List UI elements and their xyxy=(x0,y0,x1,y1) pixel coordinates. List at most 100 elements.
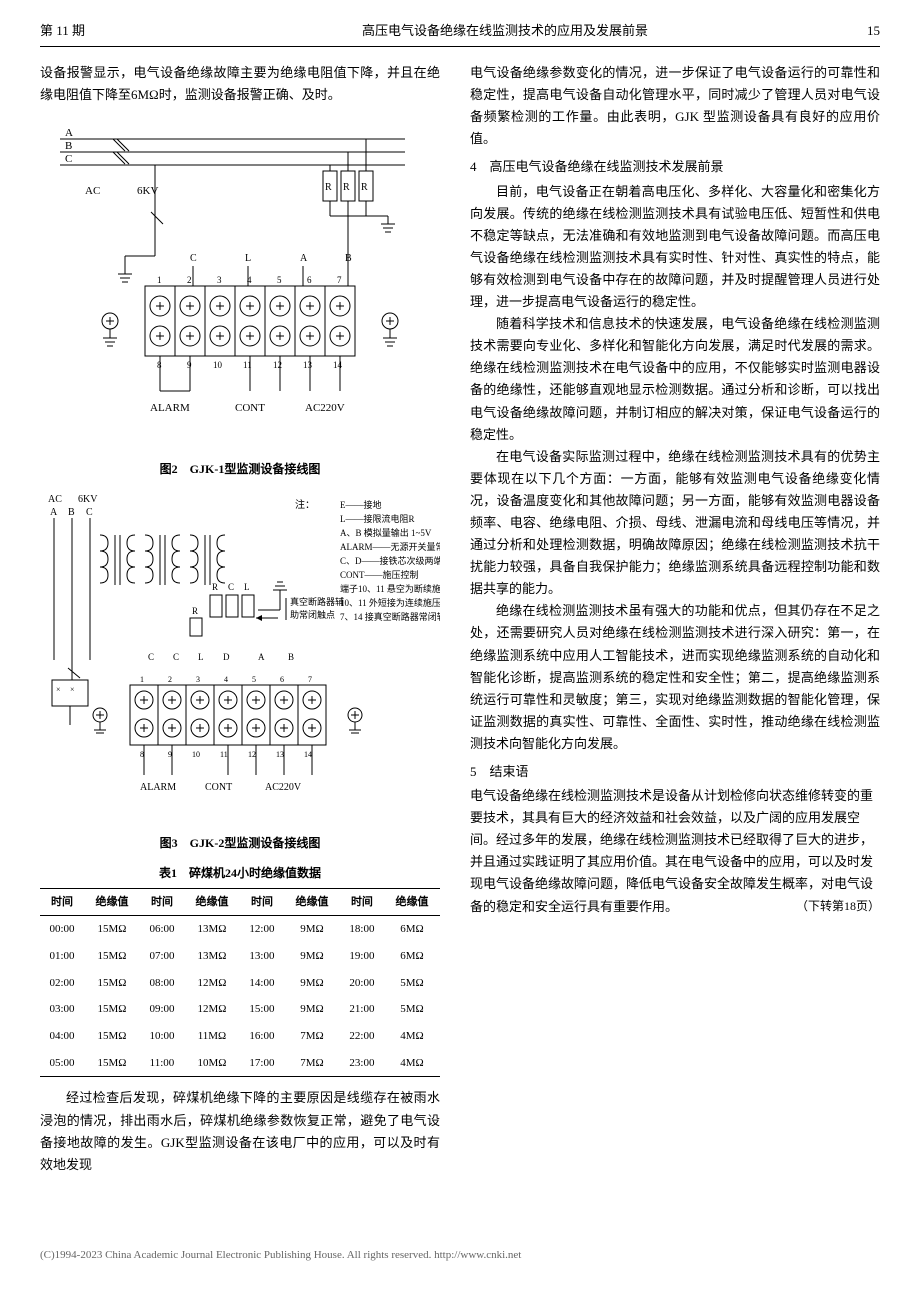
table-cell: 15:00 xyxy=(240,996,284,1023)
svg-text:5: 5 xyxy=(277,275,282,285)
svg-text:9: 9 xyxy=(168,750,172,759)
svg-text:R: R xyxy=(343,182,350,193)
table-cell: 6MΩ xyxy=(384,943,440,970)
svg-text:CONT: CONT xyxy=(205,782,232,793)
page-number: 15 xyxy=(830,20,880,42)
table-header: 绝缘值 xyxy=(284,888,340,916)
fig2-caption: 图2 GJK-1型监测设备接线图 xyxy=(40,459,440,479)
table-cell: 09:00 xyxy=(140,996,184,1023)
table-cell: 12MΩ xyxy=(184,996,240,1023)
table-cell: 15MΩ xyxy=(84,996,140,1023)
svg-text:L——接限流电阻R: L——接限流电阻R xyxy=(340,513,415,524)
table-cell: 11MΩ xyxy=(184,1023,240,1050)
table-row: 01:0015MΩ07:0013MΩ13:009MΩ19:006MΩ xyxy=(40,943,440,970)
svg-text:12: 12 xyxy=(273,360,282,370)
table-cell: 08:00 xyxy=(140,970,184,997)
svg-text:C: C xyxy=(148,652,154,662)
svg-text:R: R xyxy=(192,606,198,616)
svg-text:10、11 外短接为连续施压: 10、11 外短接为连续施压 xyxy=(340,597,440,608)
table-cell: 14:00 xyxy=(240,970,284,997)
table-cell: 11:00 xyxy=(140,1050,184,1077)
table-row: 04:0015MΩ10:0011MΩ16:007MΩ22:004MΩ xyxy=(40,1023,440,1050)
svg-text:L: L xyxy=(244,582,250,592)
svg-text:C: C xyxy=(228,582,234,592)
svg-text:1: 1 xyxy=(140,675,144,684)
issue-label: 第 11 期 xyxy=(40,20,180,42)
table-header: 时间 xyxy=(240,888,284,916)
svg-text:13: 13 xyxy=(303,360,313,370)
table-cell: 12:00 xyxy=(240,916,284,943)
table-cell: 03:00 xyxy=(40,996,84,1023)
table-cell: 13MΩ xyxy=(184,916,240,943)
table-cell: 5MΩ xyxy=(384,970,440,997)
table-cell: 10:00 xyxy=(140,1023,184,1050)
svg-text:注：: 注： xyxy=(295,498,315,511)
svg-text:7: 7 xyxy=(308,675,312,684)
svg-text:14: 14 xyxy=(333,360,343,370)
table1-caption: 表1 碎煤机24小时绝缘值数据 xyxy=(40,863,440,883)
fig2-label-a: A xyxy=(65,127,73,139)
svg-text:AC220V: AC220V xyxy=(265,782,302,793)
table-cell: 4MΩ xyxy=(384,1050,440,1077)
table-cell: 01:00 xyxy=(40,943,84,970)
svg-text:L: L xyxy=(245,253,251,264)
svg-text:12: 12 xyxy=(248,750,256,759)
header-title: 高压电气设备绝缘在线监测技术的应用及发展前景 xyxy=(180,20,830,42)
svg-text:端子10、11 悬空为断续施压: 端子10、11 悬空为断续施压 xyxy=(340,583,440,594)
fig3-caption: 图3 GJK-2型监测设备接线图 xyxy=(40,833,440,853)
svg-text:B: B xyxy=(68,507,75,518)
svg-text:ALARM——无源开关量常开触点: ALARM——无源开关量常开触点 xyxy=(340,541,440,552)
table-cell: 15MΩ xyxy=(84,916,140,943)
right-para1: 电气设备绝缘参数变化的情况，进一步保证了电气设备运行的可靠性和稳定性，提高电气设… xyxy=(470,62,880,150)
svg-text:B: B xyxy=(288,652,294,662)
svg-text:C、D——接铁芯次级两端: C、D——接铁芯次级两端 xyxy=(340,555,440,566)
svg-text:真空断路器辅: 真空断路器辅 xyxy=(290,596,344,607)
svg-text:R: R xyxy=(361,182,368,193)
svg-text:ALARM: ALARM xyxy=(150,402,190,414)
continue-note: （下转第18页） xyxy=(770,896,880,916)
table-row: 05:0015MΩ11:0010MΩ17:007MΩ23:004MΩ xyxy=(40,1050,440,1077)
svg-text:×: × xyxy=(70,685,75,694)
table-cell: 4MΩ xyxy=(384,1023,440,1050)
svg-text:6: 6 xyxy=(307,275,312,285)
svg-text:7: 7 xyxy=(337,275,342,285)
table-cell: 23:00 xyxy=(340,1050,384,1077)
svg-text:6KV: 6KV xyxy=(78,494,98,505)
svg-text:8: 8 xyxy=(140,750,144,759)
svg-text:CONT: CONT xyxy=(235,402,265,414)
svg-text:A: A xyxy=(258,652,265,662)
svg-text:3: 3 xyxy=(196,675,200,684)
figure-2: A B C AC 6KV xyxy=(40,116,440,479)
svg-text:D: D xyxy=(223,652,230,662)
svg-text:4: 4 xyxy=(224,675,228,684)
svg-text:11: 11 xyxy=(220,750,228,759)
svg-text:14: 14 xyxy=(304,750,312,759)
svg-text:×: × xyxy=(56,685,61,694)
svg-text:1: 1 xyxy=(157,275,162,285)
table-cell: 15MΩ xyxy=(84,943,140,970)
table-cell: 21:00 xyxy=(340,996,384,1023)
svg-text:A: A xyxy=(300,253,308,264)
svg-text:10: 10 xyxy=(213,360,223,370)
table-cell: 15MΩ xyxy=(84,1050,140,1077)
svg-text:C: C xyxy=(86,507,93,518)
svg-text:AC: AC xyxy=(48,494,62,505)
table-header: 时间 xyxy=(140,888,184,916)
svg-text:R: R xyxy=(325,182,332,193)
table-cell: 07:00 xyxy=(140,943,184,970)
table-cell: 22:00 xyxy=(340,1023,384,1050)
svg-text:ALARM: ALARM xyxy=(140,782,176,793)
svg-text:7、14 接真空断路器常闭辅助触点: 7、14 接真空断路器常闭辅助触点 xyxy=(340,611,440,622)
svg-text:CONT——施压控制: CONT——施压控制 xyxy=(340,569,419,580)
right-para3: 随着科学技术和信息技术的快速发展，电气设备绝缘在线检测监测技术需要向专业化、多样… xyxy=(470,313,880,446)
svg-text:13: 13 xyxy=(276,750,284,759)
svg-text:A: A xyxy=(50,507,58,518)
svg-text:10: 10 xyxy=(192,750,200,759)
table-cell: 02:00 xyxy=(40,970,84,997)
table-cell: 7MΩ xyxy=(284,1050,340,1077)
svg-text:AC220V: AC220V xyxy=(305,402,345,414)
cnki-footer: (C)1994-2023 China Academic Journal Elec… xyxy=(0,1246,920,1265)
section-5-head: 5 结束语 xyxy=(470,761,880,783)
svg-text:助常闭触点: 助常闭触点 xyxy=(290,609,335,620)
table-cell: 9MΩ xyxy=(284,970,340,997)
